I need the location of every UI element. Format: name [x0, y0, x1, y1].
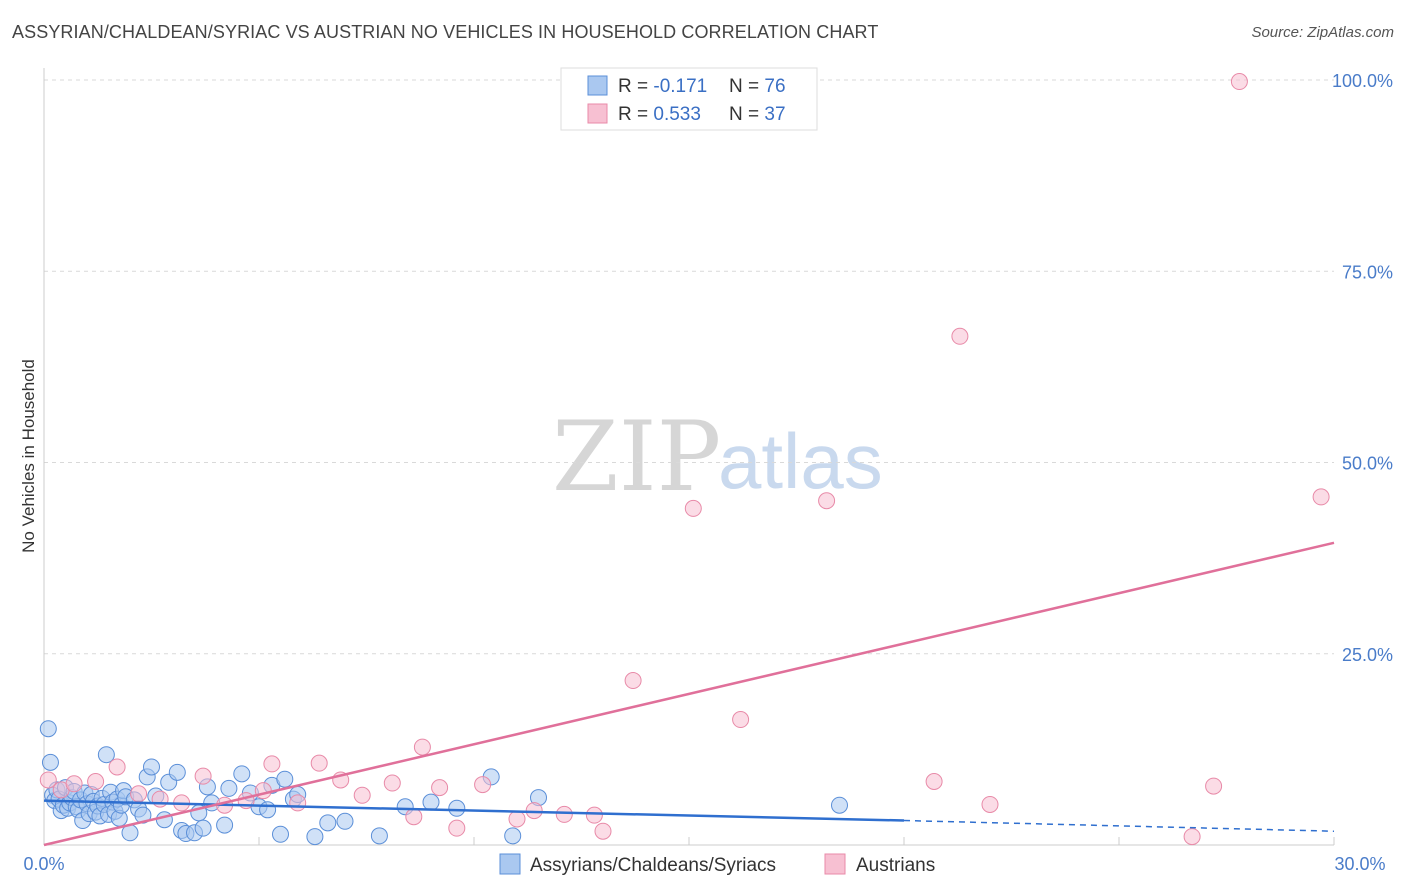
austrians-point	[254, 782, 272, 800]
assyrians-trend-line	[43, 799, 905, 822]
austrians-point	[431, 779, 449, 797]
chart-title: ASSYRIAN/CHALDEAN/SYRIAC VS AUSTRIAN NO …	[12, 22, 879, 42]
assyrians-point	[831, 796, 848, 814]
stats-legend: R = -0.171 N = 76 R = 0.533 N = 37	[560, 67, 818, 131]
assyrians-point	[216, 816, 234, 834]
assyrians-point	[194, 819, 212, 837]
legend-r-label-2: R =	[618, 104, 653, 125]
assyrians-point	[276, 770, 294, 788]
legend-n-value-1: 76	[764, 76, 785, 97]
assyrians-point	[41, 753, 59, 771]
trend-lines	[43, 541, 1335, 847]
austrians-point	[684, 499, 702, 517]
austrians-point	[1230, 73, 1248, 91]
legend-n-label-2: N =	[729, 104, 764, 125]
austrians-point	[310, 754, 328, 772]
y-tick-label-50: 50.0%	[1342, 454, 1393, 474]
bottom-legend-swatch-pink	[824, 853, 846, 875]
assyrians-point	[259, 801, 277, 819]
austrians-point	[474, 776, 492, 794]
source-credit: Source: ZipAtlas.com	[1251, 24, 1394, 41]
y-tick-label-25: 25.0%	[1342, 645, 1393, 665]
assyrians-point	[422, 793, 440, 811]
legend-row-1: R = -0.171 N = 76	[618, 76, 786, 97]
x-tick-marks	[43, 837, 1335, 845]
assyrians-point	[220, 779, 238, 797]
legend-row-2: R = 0.533 N = 37	[618, 104, 786, 125]
austrians-point	[1205, 777, 1223, 795]
austrians-point	[555, 805, 573, 823]
x-tick-label-min: 0.0%	[23, 854, 64, 874]
austrians-point	[65, 775, 83, 793]
legend-r-value-2: 0.533	[653, 104, 701, 125]
assyrians-point	[155, 811, 173, 829]
assyrians-point	[448, 799, 466, 817]
assyrians-trend-extension	[903, 819, 1335, 832]
watermark-zip: ZIP	[552, 401, 721, 513]
assyrians-point	[504, 827, 522, 845]
austrians-point	[194, 767, 212, 785]
assyrians-point	[319, 814, 337, 832]
austrians-point	[508, 810, 526, 828]
assyrians-point	[370, 827, 388, 845]
assyrians-point	[97, 746, 115, 764]
austrians-point	[624, 672, 642, 690]
austrians-trend-line	[43, 541, 1335, 847]
assyrians-point	[143, 758, 160, 776]
austrians-point	[594, 822, 612, 840]
legend-r-value-1: -0.171	[653, 76, 707, 97]
assyrians-point	[134, 806, 152, 824]
y-axis-title: No Vehicles in Household	[19, 359, 38, 553]
bottom-legend-label-assyrians: Assyrians/Chaldeans/Syriacs	[530, 855, 776, 876]
austrians-point	[1312, 488, 1330, 506]
assyrians-point	[272, 825, 289, 843]
grid-lines	[44, 79, 1334, 655]
legend-n-label-1: N =	[729, 76, 764, 97]
y-tick-label-75: 75.0%	[1342, 262, 1393, 282]
bottom-legend-label-austrians: Austrians	[856, 855, 935, 876]
austrians-point	[925, 773, 943, 791]
austrians-point	[585, 806, 603, 824]
assyrians-point	[39, 720, 57, 738]
austrians-point	[405, 808, 423, 826]
legend-swatch-pink	[587, 103, 608, 124]
austrians-point	[151, 790, 169, 808]
x-tick-label-max: 30.0%	[1334, 854, 1385, 874]
series-legend: Assyrians/Chaldeans/Syriacs Austrians	[499, 853, 935, 876]
y-tick-label-100: 100.0%	[1332, 71, 1393, 91]
austrians-point	[448, 819, 466, 837]
bottom-legend-swatch-blue	[499, 853, 521, 875]
austrians-point	[108, 758, 126, 776]
austrians-point	[818, 492, 836, 510]
austrians-point	[732, 711, 750, 729]
austrians-point	[353, 786, 371, 804]
assyrians-point	[306, 828, 324, 846]
austrians-point	[951, 327, 969, 345]
assyrians-point	[233, 765, 251, 783]
assyrians-point	[168, 763, 186, 781]
legend-r-label-1: R =	[618, 76, 653, 97]
assyrians-point	[336, 812, 354, 830]
austrians-point	[1183, 828, 1201, 846]
austrians-point	[289, 794, 307, 812]
austrians-point	[413, 738, 431, 756]
legend-swatch-blue	[587, 75, 608, 96]
austrians-point	[383, 774, 401, 792]
watermark-atlas: atlas	[718, 417, 883, 505]
legend-n-value-2: 37	[764, 104, 785, 125]
austrians-point	[87, 773, 105, 791]
austrians-point	[130, 785, 148, 803]
austrians-point	[981, 795, 999, 813]
austrians-point	[263, 755, 281, 773]
y-tick-labels: 25.0% 50.0% 75.0% 100.0%	[1332, 71, 1393, 665]
austrians-point	[525, 802, 543, 820]
austrians-point	[39, 771, 57, 789]
